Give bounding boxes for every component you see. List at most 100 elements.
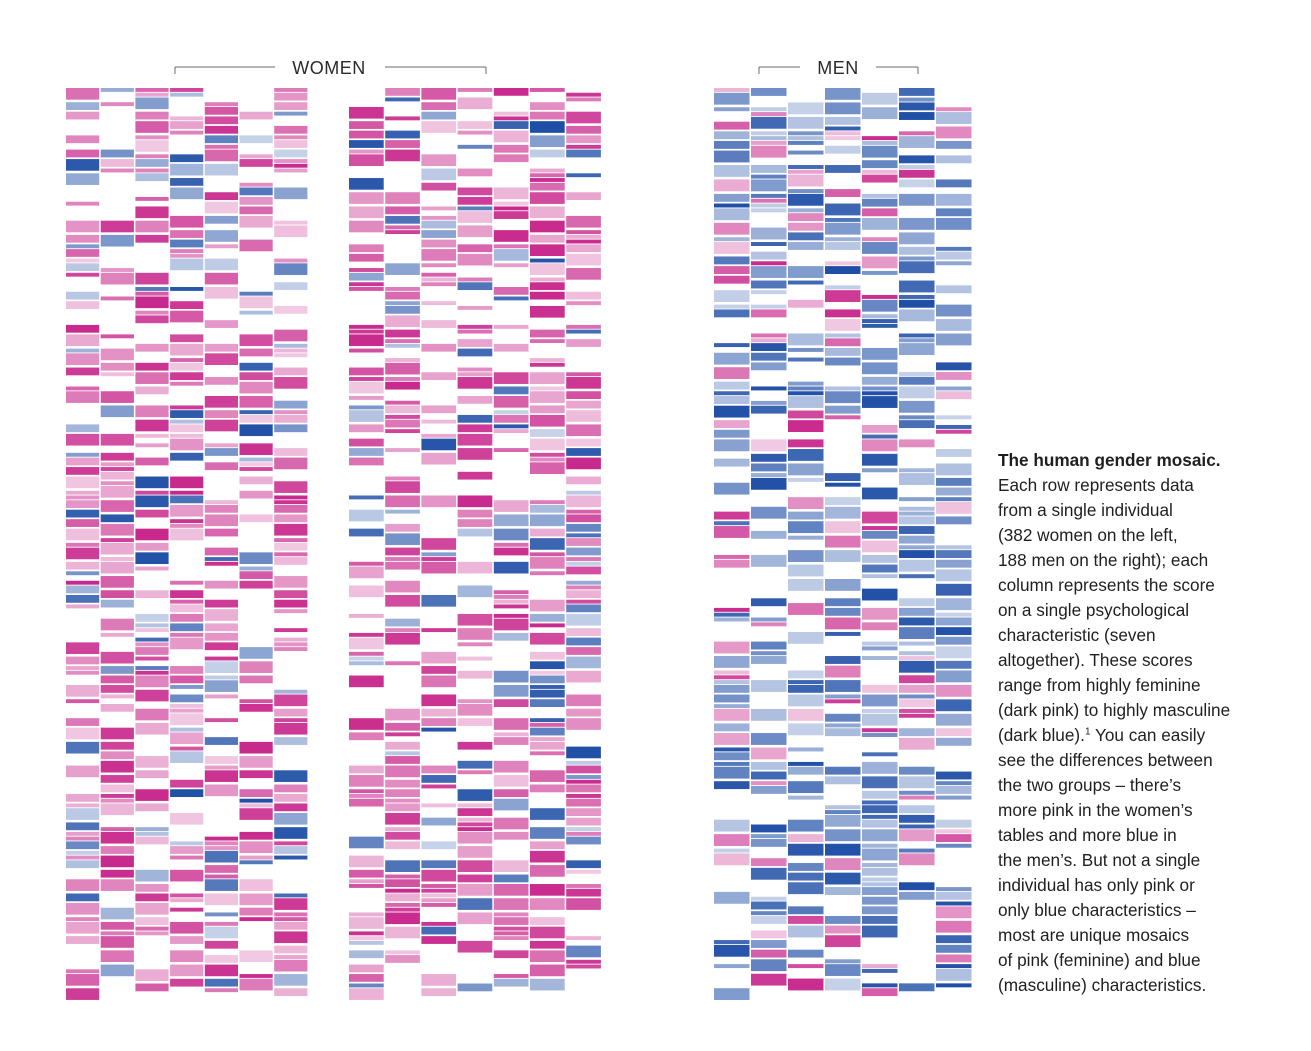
women-right-cell — [530, 950, 565, 963]
women-left-cell — [100, 685, 134, 693]
women-right-cell — [349, 106, 384, 119]
women-right-cell — [385, 722, 420, 731]
women-right-cell — [385, 950, 420, 955]
women-left-cell — [239, 798, 273, 803]
women-right-cell — [530, 391, 565, 403]
women-right-cell — [493, 737, 529, 745]
women-right-cell — [349, 268, 384, 272]
women-right-cell — [349, 282, 384, 287]
men-cell — [714, 131, 750, 140]
women-right-cell — [457, 940, 493, 953]
women-right-cell — [349, 931, 384, 936]
women-left-cell — [66, 391, 100, 403]
women-right-cell — [566, 945, 601, 958]
women-left-cell — [170, 258, 204, 271]
men-cell — [936, 126, 972, 139]
women-right-cell — [566, 111, 601, 124]
women-left-cell — [274, 893, 308, 898]
men-cell — [899, 708, 935, 713]
women-right-cell — [566, 718, 601, 730]
men-cell — [751, 858, 787, 867]
men-cell — [751, 251, 787, 260]
men-cell — [862, 256, 898, 269]
men-cell — [899, 155, 935, 164]
women-right-cell — [530, 291, 565, 300]
caption-line: Each row represents data — [998, 475, 1194, 495]
women-right-cell — [566, 457, 601, 470]
men-cell — [936, 569, 972, 582]
men-cell — [862, 468, 898, 473]
women-left-cell — [239, 310, 273, 315]
women-left-cell — [135, 917, 169, 925]
men-cell — [825, 338, 861, 347]
women-left-cell — [204, 561, 238, 566]
men-cell — [825, 203, 861, 216]
men-cell — [751, 193, 787, 198]
women-left-cell — [204, 912, 238, 917]
women-right-cell — [530, 850, 565, 863]
women-left-cell — [239, 950, 273, 963]
men-cell — [825, 473, 861, 481]
women-right-cell — [385, 632, 420, 645]
caption-line: altogether). These scores — [998, 650, 1193, 670]
women-left-cell — [204, 718, 238, 723]
women-right-cell — [385, 263, 420, 275]
women-right-cell — [530, 372, 565, 384]
women-right-cell — [385, 97, 420, 102]
men-cell — [714, 761, 750, 766]
women-right-cell — [457, 130, 493, 135]
caption-line: see the differences between — [998, 750, 1213, 770]
men-cell — [714, 107, 750, 112]
women-right-cell — [530, 571, 565, 576]
women-left-cell — [66, 921, 100, 934]
women-left-cell — [204, 192, 238, 201]
women-left-cell — [135, 206, 169, 219]
women-left-cell — [204, 343, 238, 352]
women-left-cell — [135, 836, 169, 845]
men-cell — [825, 728, 861, 737]
women-right-cell — [349, 912, 384, 917]
men-cell — [825, 309, 861, 318]
men-cell — [862, 887, 898, 895]
men-cell — [936, 612, 972, 617]
men-cell — [825, 285, 861, 290]
women-left-cell — [239, 291, 273, 296]
women-left-cell — [66, 244, 100, 249]
women-right-cell — [421, 111, 457, 120]
women-right-cell — [493, 130, 529, 143]
men-cell — [825, 805, 861, 810]
men-cell — [788, 189, 824, 194]
women-left-cell — [274, 163, 308, 168]
women-left-cell — [170, 936, 204, 944]
women-left-cell — [135, 154, 169, 159]
women-left-cell — [66, 836, 100, 841]
men-cell — [825, 656, 861, 664]
women-left-cell — [135, 869, 169, 882]
women-right-cell — [493, 429, 529, 434]
men-cell — [899, 983, 935, 992]
women-right-cell — [385, 741, 420, 750]
men-cell — [862, 174, 898, 183]
women-right-cell — [457, 561, 493, 574]
men-cell — [862, 145, 898, 158]
women-right-cell — [493, 884, 529, 896]
women-left-cell — [274, 959, 308, 972]
women-right-cell — [530, 358, 565, 362]
men-cell — [788, 333, 824, 346]
caption-line: 188 men on the right); each — [998, 550, 1209, 570]
women-right-cell — [493, 860, 529, 872]
men-cell — [862, 964, 898, 969]
women-right-cell — [493, 121, 529, 129]
men-cell — [788, 631, 824, 644]
men-cell — [751, 959, 787, 972]
women-left-cell — [135, 893, 169, 902]
men-cell — [936, 449, 972, 457]
men-cell — [936, 617, 972, 626]
women-right-cell — [421, 320, 457, 328]
men-cell — [936, 819, 972, 828]
women-right-cell — [530, 670, 565, 675]
women-left-cell — [204, 841, 238, 846]
women-left-cell — [274, 955, 308, 959]
men-cell — [788, 242, 824, 250]
men-cell — [788, 915, 824, 924]
